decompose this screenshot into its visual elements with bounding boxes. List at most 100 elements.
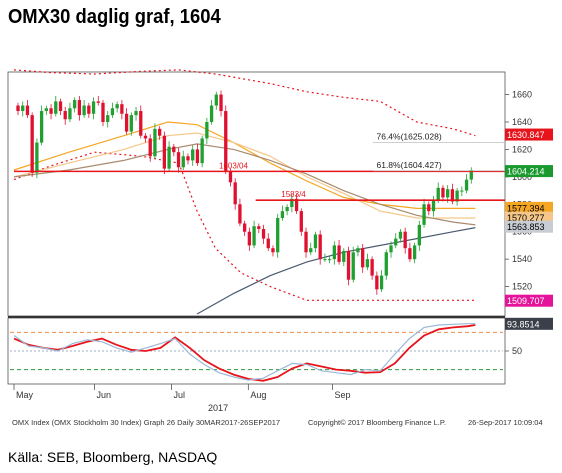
price-series-line [13, 132, 476, 219]
price-right-label: 1570.277 [507, 213, 545, 223]
fib-label: 61.8%(1604.427) [376, 160, 441, 170]
candle-body [304, 231, 308, 253]
candle-body [209, 105, 214, 122]
candle-body [412, 245, 417, 260]
candle-body [285, 207, 289, 212]
candle-body [247, 231, 252, 246]
candle-body [460, 190, 464, 192]
candle-body [375, 275, 379, 290]
footer-center: Copyright© 2017 Bloomberg Finance L.P. [308, 418, 446, 427]
price-right-label-box [505, 201, 553, 214]
candle-body [441, 187, 445, 198]
candle-body [294, 198, 299, 212]
candle-body [342, 250, 346, 262]
candle-body [257, 226, 261, 229]
candle-body [139, 111, 143, 136]
candle-body [39, 111, 44, 143]
candle-body [129, 115, 133, 132]
price-y-tick-label: 1620 [512, 144, 532, 154]
price-right-label-box [505, 294, 553, 307]
candle-body [233, 182, 237, 205]
candle-body [87, 105, 91, 114]
candle-body [446, 189, 450, 198]
indicator-series-line [13, 323, 476, 381]
candle-body [323, 259, 327, 261]
candle-body [101, 102, 105, 122]
candle-body [356, 248, 360, 253]
price-right-label-box [505, 211, 553, 224]
candle-body [431, 200, 436, 212]
candle-body [49, 108, 53, 114]
candle-body [464, 179, 469, 191]
candle-body [346, 250, 351, 280]
candle-body [271, 248, 275, 253]
candle-body [68, 108, 72, 120]
candle-body [224, 111, 228, 172]
x-tick-label: Jun [97, 390, 112, 400]
price-y-tick-label: 1520 [512, 282, 532, 292]
price-right-label: 1604.214 [507, 167, 545, 177]
price-right-label: 1577.394 [507, 203, 545, 213]
candle-body [313, 234, 318, 249]
x-tick-label: Aug [250, 390, 266, 400]
candle-body [408, 248, 412, 260]
candle-body [195, 149, 200, 164]
fib-label: 76.4%(1625.028) [376, 132, 441, 142]
candle-body [238, 204, 242, 224]
candle-body [261, 228, 266, 239]
candle-body [167, 146, 171, 169]
candle-body [417, 224, 421, 246]
price-right-label: 1509.707 [507, 296, 545, 306]
candle-body [120, 104, 124, 114]
footer-right: 26-Sep-2017 10:09:04 [468, 418, 543, 427]
candle-body [365, 259, 370, 268]
candle-body [398, 231, 403, 239]
candle-body [384, 252, 388, 276]
price-right-label-box [505, 220, 553, 233]
candle-body [143, 135, 148, 139]
candle-body [219, 94, 223, 112]
footer-left: OMX Index (OMX Stockholm 30 Index) Graph… [12, 418, 280, 427]
candle-body [389, 245, 393, 253]
candle-body [91, 101, 96, 114]
candle-body [191, 149, 195, 161]
price-panel-frame [7, 71, 506, 317]
price-panel: 1603/04 1583/4 76.4%(1625.028) 61.8%(1604.4… [13, 69, 505, 315]
candle-body [77, 100, 82, 116]
candle-body [422, 204, 426, 225]
price-series-line [13, 143, 476, 226]
candle-body [115, 104, 119, 109]
candle-body [21, 105, 25, 112]
candle-body [228, 171, 233, 183]
candle-body [124, 113, 129, 132]
candle-body [176, 152, 181, 168]
x-tick-label: Jul [173, 390, 185, 400]
x-tick-label: Sep [335, 390, 351, 400]
candle-body [134, 111, 138, 116]
candle-body [280, 211, 285, 218]
candle-body [379, 275, 384, 290]
candle-body [58, 101, 63, 112]
candle-body [110, 108, 115, 116]
candle-body [351, 252, 355, 280]
candle-body [469, 170, 473, 180]
candle-body [436, 187, 440, 201]
candle-body [252, 226, 256, 246]
candle-body [332, 245, 337, 260]
price-right-label-box [505, 165, 553, 178]
candle-body [276, 218, 280, 253]
candle-body [242, 223, 247, 232]
chart-svg: 1603/04 1583/4 76.4%(1625.028) 61.8%(1604.4… [7, 69, 553, 427]
price-y-tick-label: 1640 [512, 117, 532, 127]
price-y-tick-label: 1660 [512, 90, 532, 100]
candle-body [186, 156, 190, 161]
source-note: Källa: SEB, Bloomberg, NASDAQ [8, 449, 218, 465]
candle-body [337, 245, 341, 262]
candle-body [106, 115, 110, 122]
candle-body [63, 111, 67, 120]
candle-body [290, 198, 294, 208]
x-tick-label: May [16, 390, 34, 400]
candle-body [309, 248, 313, 253]
resistance-label: 1583/4 [281, 190, 306, 199]
price-series-line [13, 151, 476, 301]
